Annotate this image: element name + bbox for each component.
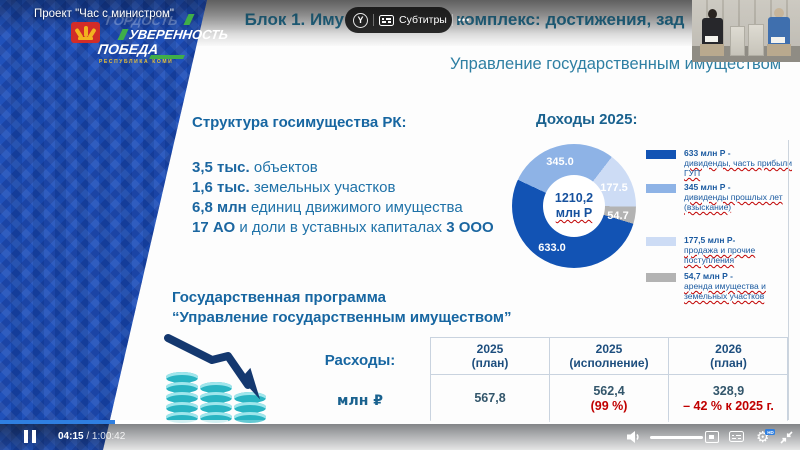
- brand-accent: [117, 29, 129, 40]
- table-column: 2025 (план) 567,8: [431, 338, 550, 422]
- slice-label-345: 345.0: [546, 156, 574, 168]
- settings-gear-icon[interactable]: ⚙ HD: [756, 428, 776, 446]
- slice-label-633: 633.0: [538, 242, 566, 254]
- legend-swatch-blue: [646, 184, 676, 193]
- webcam-overlay[interactable]: [692, 0, 800, 62]
- expenses-row-label: Расходы:: [324, 352, 396, 369]
- structure-item: 6,8 млн единиц движимого имущества: [192, 199, 463, 216]
- brand-word-2: УВЕРЕННОСТЬ: [127, 27, 230, 42]
- donut-chart: [512, 144, 636, 268]
- subtitles-icon[interactable]: [379, 14, 394, 26]
- brand-logo: ГОРДОСТЬ УВЕРЕННОСТЬ ПОБЕДА РЕСПУБЛИКА К…: [0, 0, 230, 80]
- slice-label-54: 54.7: [607, 210, 629, 222]
- more-options-button[interactable]: •••: [457, 15, 471, 25]
- progress-bar[interactable]: [0, 420, 800, 424]
- legend-swatch-darkblue: [646, 150, 676, 159]
- decline-arrow-icon: [164, 334, 261, 400]
- video-title: Проект "Час с министром": [34, 8, 175, 20]
- volume-slider[interactable]: [650, 436, 703, 439]
- chart-title: Доходы 2025:: [536, 111, 638, 128]
- time-display: 04:15 / 1:00:42: [58, 431, 126, 442]
- table-column: 2025 (исполнение) 562,4 (99 %): [550, 338, 669, 422]
- slice-label-177: 177.5: [600, 182, 628, 194]
- channel-logo-icon[interactable]: Y: [353, 12, 368, 28]
- slide-title-right: комплекс: достижения, зад: [456, 10, 685, 29]
- structure-item: 17 АО и доли в уставных капиталах 3 ООО: [192, 219, 494, 236]
- player-overlay-pill[interactable]: Y Субтитры •••: [345, 7, 469, 33]
- table-column: 2026 (план) 328,9– 42 % к 2025 г.: [669, 338, 788, 422]
- program-heading: Государственная программа “Управление го…: [172, 289, 512, 326]
- coins-decline-illustration: [160, 330, 290, 425]
- structure-item: 1,6 тыс. земельных участков: [192, 179, 396, 196]
- expenses-unit-label: млн ₽: [337, 393, 383, 409]
- exit-fullscreen-icon[interactable]: [780, 431, 793, 449]
- miniplayer-icon[interactable]: [705, 431, 719, 443]
- slide-right-border: [788, 140, 789, 420]
- expenses-table: 2025 (план) 567,8 2025 (исполнение) 562,4(…: [430, 337, 788, 422]
- legend-swatch-paleblue: [646, 237, 676, 246]
- subtitles-toggle-icon[interactable]: [729, 431, 744, 442]
- komi-emblem-icon: [71, 22, 100, 43]
- brand-region: РЕСПУБЛИКА КОМИ: [99, 59, 174, 65]
- structure-list: 3,5 тыс. объектов 1,6 тыс. земельных уча…: [192, 158, 494, 238]
- slide-title-left: Блок 1. Иму: [244, 10, 344, 29]
- legend-swatch-gray: [646, 273, 676, 282]
- brand-accent: [183, 14, 195, 25]
- donut-center-total: 1210,2 млн Р: [554, 191, 594, 220]
- structure-heading: Структура госимущества РК:: [192, 114, 407, 131]
- structure-item: 3,5 тыс. объектов: [192, 159, 318, 176]
- volume-icon[interactable]: [626, 430, 643, 449]
- subtitles-button[interactable]: Субтитры: [399, 14, 447, 26]
- progress-played: [0, 420, 115, 424]
- pause-button[interactable]: [24, 430, 38, 443]
